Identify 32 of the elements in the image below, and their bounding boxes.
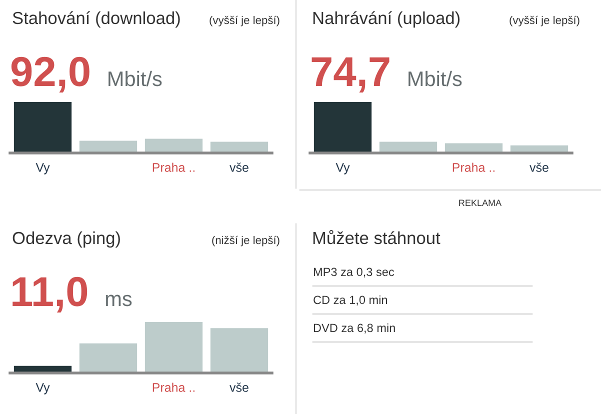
- chart-subtitle: (vyšší je lepší): [210, 16, 280, 26]
- chart-title: Odezva (ping): [12, 231, 120, 248]
- x-tick-label: Praha ..: [152, 162, 194, 172]
- x-tick-label: vše: [530, 162, 548, 172]
- bar: [144, 322, 203, 373]
- text: 92,0: [11, 56, 90, 92]
- x-tick-label: vše: [230, 162, 248, 172]
- chart-subtitle: (nižší je lepší): [212, 236, 280, 246]
- text: 74,7: [312, 57, 390, 92]
- bar: [314, 102, 372, 153]
- x-tick-label: Praha ..: [452, 162, 494, 172]
- chart-subtitle: (vyšší je lepší): [510, 16, 580, 26]
- bar: [14, 102, 72, 153]
- text: CD za 1,0 min: [314, 295, 388, 306]
- text: REKLAMA: [459, 200, 502, 206]
- bar: [79, 343, 138, 373]
- x-tick-label: Vy: [36, 163, 50, 174]
- x-tick-label: Vy: [36, 383, 50, 394]
- text: MP3 za 0,3 sec: [314, 268, 394, 278]
- text: Mbit/s: [408, 70, 462, 86]
- bar: [144, 138, 203, 153]
- x-tick-label: Praha ..: [152, 382, 194, 392]
- bar: [210, 328, 268, 373]
- chart-title: Nahrávání (upload): [313, 11, 460, 28]
- text: Mbit/s: [108, 70, 162, 86]
- text: Můžete stáhnout: [313, 230, 440, 244]
- x-tick-label: Vy: [336, 163, 350, 174]
- text: DVD za 6,8 min: [314, 323, 395, 334]
- text: ms: [106, 294, 132, 306]
- chart-title: Stahování (download): [12, 11, 180, 28]
- x-tick-label: vše: [230, 382, 248, 392]
- text: 11,0: [12, 276, 88, 312]
